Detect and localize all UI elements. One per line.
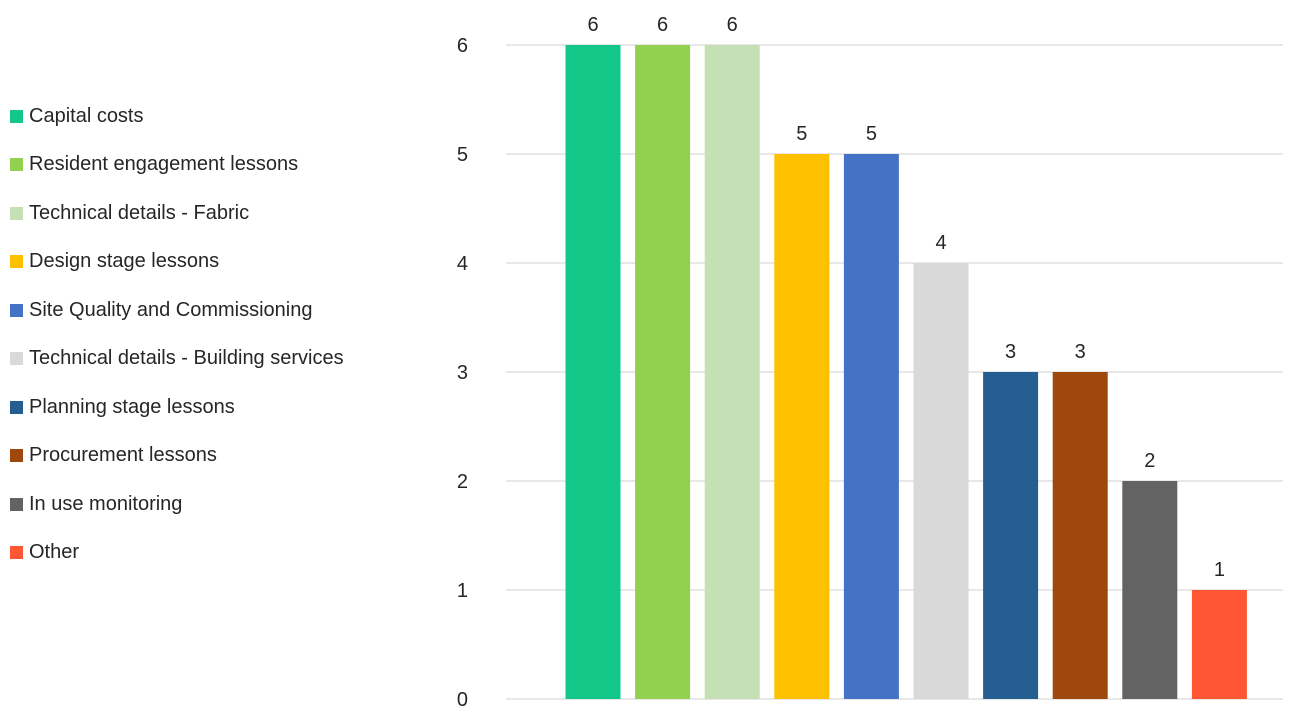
legend: Capital costs Resident engagement lessons…: [10, 92, 430, 577]
bars: [565, 45, 1247, 699]
data-label: 6: [657, 14, 668, 36]
legend-item: Technical details - Building services: [10, 335, 430, 384]
legend-item: Procurement lessons: [10, 432, 430, 481]
legend-swatch: [10, 449, 23, 463]
y-tick-label: 5: [457, 144, 468, 166]
bar: [913, 263, 969, 699]
legend-label: Technical details - Building services: [29, 347, 344, 370]
legend-swatch: [10, 158, 23, 172]
legend-item: Site Quality and Commissioning: [10, 286, 430, 335]
data-label: 1: [1214, 559, 1225, 581]
legend-swatch: [10, 303, 23, 317]
legend-label: Resident engagement lessons: [29, 153, 299, 176]
legend-item: Design stage lessons: [10, 238, 430, 287]
bar: [704, 45, 760, 699]
legend-item: Capital costs: [10, 92, 430, 141]
bar: [1191, 590, 1247, 699]
bar: [774, 154, 830, 699]
legend-label: Planning stage lessons: [29, 395, 235, 418]
bar: [635, 45, 691, 699]
legend-label: Other: [29, 541, 80, 564]
data-label: 6: [587, 14, 598, 36]
legend-swatch: [10, 255, 23, 269]
legend-swatch: [10, 546, 23, 560]
y-tick-label: 0: [457, 689, 468, 709]
bar: [1052, 372, 1108, 699]
legend-swatch: [10, 497, 23, 511]
legend-item: In use monitoring: [10, 480, 430, 529]
bar: [1122, 481, 1178, 699]
data-label: 3: [1005, 341, 1016, 363]
data-label: 6: [727, 14, 738, 36]
legend-swatch: [10, 206, 23, 220]
legend-item: Technical details - Fabric: [10, 189, 430, 238]
legend-item: Other: [10, 529, 430, 578]
legend-swatch: [10, 109, 23, 123]
legend-label: Capital costs: [29, 104, 144, 127]
legend-label: Design stage lessons: [29, 250, 220, 273]
y-tick-label: 2: [457, 471, 468, 493]
y-tick-label: 3: [457, 362, 468, 384]
bar: [843, 154, 899, 699]
data-label: 4: [935, 232, 946, 254]
bar: [983, 372, 1039, 699]
data-labels: 6 6 6 5 5 4 3 3 2 1: [587, 14, 1225, 581]
y-tick-label: 4: [457, 253, 468, 275]
y-axis-ticks: 0 1 2 3 4 5 6: [457, 35, 468, 709]
legend-label: Technical details - Fabric: [29, 201, 250, 224]
data-label: 5: [796, 123, 807, 145]
legend-label: In use monitoring: [29, 492, 183, 515]
y-tick-label: 1: [457, 580, 468, 602]
legend-item: Resident engagement lessons: [10, 141, 430, 190]
bar: [565, 45, 621, 699]
legend-label: Procurement lessons: [29, 444, 217, 467]
data-label: 2: [1144, 450, 1155, 472]
legend-item: Planning stage lessons: [10, 383, 430, 432]
data-label: 3: [1075, 341, 1086, 363]
legend-swatch: [10, 400, 23, 414]
data-label: 5: [866, 123, 877, 145]
legend-swatch: [10, 352, 23, 366]
y-tick-label: 6: [457, 35, 468, 57]
legend-label: Site Quality and Commissioning: [29, 298, 313, 321]
